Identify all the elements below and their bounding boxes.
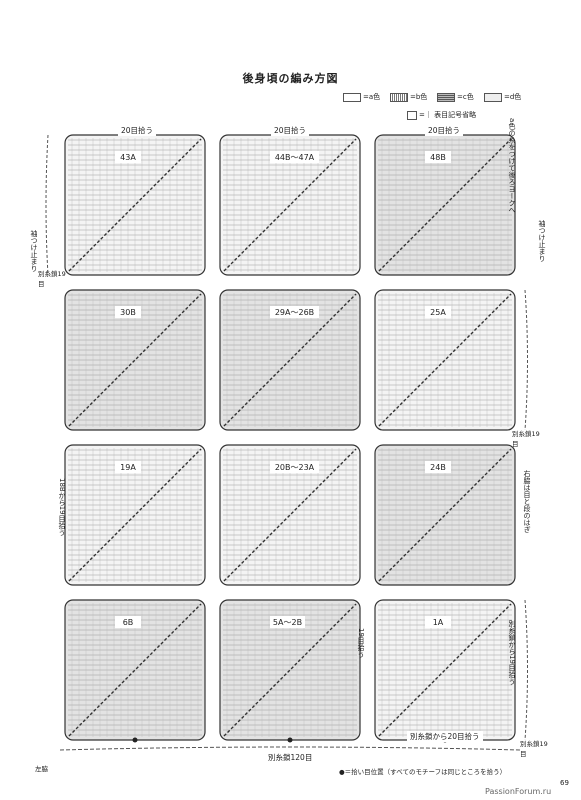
chain-right-bottom (524, 599, 528, 741)
swatch-a (343, 92, 361, 102)
legend-c: =c色 (437, 92, 474, 102)
diagonal-decrease (68, 293, 202, 427)
pickup-dot (132, 737, 138, 743)
left-pick-18b: 18Bから19目拾う (58, 478, 66, 536)
pickup-label-1: 20目拾う (118, 125, 157, 136)
page-title: 後身頃の編み方図 (242, 72, 339, 85)
motif-label-bg (270, 616, 305, 628)
motif-label: 25A (430, 308, 446, 317)
diagonal-decrease (223, 138, 357, 272)
diagonal-decrease (378, 603, 512, 737)
left-sleeve-stop: 袖つけ止まり (30, 230, 38, 272)
page-number: 69 (560, 779, 569, 787)
motif-label: 6B (123, 618, 134, 627)
left-chain-19: 別糸鎖19目 (38, 270, 66, 288)
legend-b: =b色 (390, 92, 427, 102)
motif-label: 44B〜47A (275, 153, 315, 162)
watermark: PassionForum.ru (485, 787, 552, 796)
legend-d-label: =d色 (504, 93, 522, 101)
omit-note-text: =｜ 表目記号省略 (419, 111, 477, 119)
motif-label: 48B (430, 153, 446, 162)
legend-b-label: =b色 (410, 93, 428, 101)
swatch-c (437, 92, 455, 102)
motif-label: 29A〜26B (275, 308, 314, 317)
omit-note: =｜ 表目記号省略 (407, 110, 476, 120)
motif-label: 5A〜2B (273, 618, 302, 627)
pickup-label-3: 20目拾う (425, 125, 464, 136)
chain-120-label: 別糸鎖120目 (265, 752, 316, 763)
motif-label-bg (115, 306, 141, 318)
diagonal-decrease (68, 603, 202, 737)
right-chain-pick: 別糸鎖から19目拾う (508, 620, 516, 685)
chain-right (524, 289, 528, 431)
diagonal-decrease (378, 138, 512, 272)
chain-left (45, 134, 49, 276)
inner-pick-19: 19目拾う (357, 628, 365, 658)
legend-c-label: =c色 (457, 93, 474, 101)
motif-label-bg (425, 616, 451, 628)
motif-label: 30B (120, 308, 136, 317)
diagonal-decrease (378, 293, 512, 427)
pickup-label-2: 20目拾う (271, 125, 310, 136)
motif-label: 1A (433, 618, 444, 627)
right-chain-19: 別糸鎖19目 (512, 430, 540, 448)
right-seam-note: 右脇は目と段のはぎ (523, 470, 531, 533)
right-sleeve-stop: 袖つけ止まり (538, 220, 546, 262)
motif-label-bg (115, 461, 141, 473)
diagonal-decrease (223, 448, 357, 582)
legend-a-label: =a色 (363, 93, 381, 101)
legend-a: =a色 (343, 92, 380, 102)
swatch-b (390, 92, 408, 102)
motif-label: 24B (430, 463, 446, 472)
motif-label: 19A (120, 463, 136, 472)
chain-bottom (59, 746, 521, 751)
legend-d: =d色 (484, 92, 521, 102)
motif-label: 43A (120, 153, 136, 162)
motif-label-bg (270, 306, 319, 318)
diagonal-decrease (223, 603, 357, 737)
left-side-label: 左脇 (35, 765, 48, 773)
motif-label-bg (115, 151, 141, 163)
motif-label-bg (115, 616, 141, 628)
swatch-d (484, 92, 502, 102)
right-chain-19-bottom: 別糸鎖19目 (520, 740, 548, 758)
diagonal-decrease (68, 448, 202, 582)
motif-label-bg (270, 461, 319, 473)
diagonal-decrease (378, 448, 512, 582)
motif-label-bg (425, 151, 451, 163)
diagonal-decrease (223, 293, 357, 427)
motif-label: 20B〜23A (275, 463, 315, 472)
bottom-pick-20: 別糸鎖から20目拾う (407, 731, 483, 742)
right-yoke-note: a色の糸をつけて後ろヨークへ (508, 118, 516, 214)
motif-label-bg (425, 306, 451, 318)
pickup-note: ●＝拾い目位置（すべてのモチーフは同じところを拾う） (339, 768, 507, 776)
pickup-dot (287, 737, 293, 743)
diagonal-decrease (68, 138, 202, 272)
motif-label-bg (270, 151, 319, 163)
motif-label-bg (425, 461, 451, 473)
swatch-knit (407, 110, 417, 120)
